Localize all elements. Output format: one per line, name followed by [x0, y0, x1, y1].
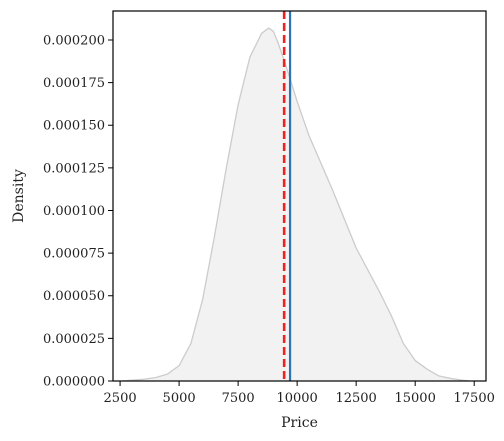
- y-tick-label: 0.000175: [43, 76, 105, 91]
- x-tick-label: 2500: [104, 391, 137, 406]
- y-tick-label: 0.000050: [43, 289, 105, 304]
- y-tick-label: 0.000100: [43, 204, 105, 219]
- x-axis-ticks: 2500 5000 7500 10000 12500 15000 17500: [104, 381, 495, 406]
- plot-area: [122, 11, 470, 382]
- plot-frame: [112, 10, 487, 382]
- y-axis-ticks: 0.000000 0.000025 0.000050 0.000075 0.000100…: [43, 33, 113, 390]
- x-axis-label: Price: [281, 415, 318, 431]
- x-tick-label: 17500: [454, 391, 495, 406]
- x-tick-label: 7500: [222, 391, 255, 406]
- x-tick-label: 5000: [163, 391, 196, 406]
- y-tick-label: 0.000075: [43, 247, 105, 262]
- y-axis-label: Density: [11, 169, 27, 223]
- x-tick-label: 15000: [394, 391, 435, 406]
- y-tick-label: 0.000150: [43, 119, 105, 134]
- y-tick-label: 0.000025: [43, 332, 105, 347]
- x-tick-label: 12500: [335, 391, 376, 406]
- x-tick-label: 10000: [276, 391, 317, 406]
- density-fill: [122, 28, 470, 382]
- y-tick-label: 0.000000: [43, 375, 105, 390]
- y-tick-label: 0.000125: [43, 161, 105, 176]
- y-tick-label: 0.000200: [43, 33, 105, 48]
